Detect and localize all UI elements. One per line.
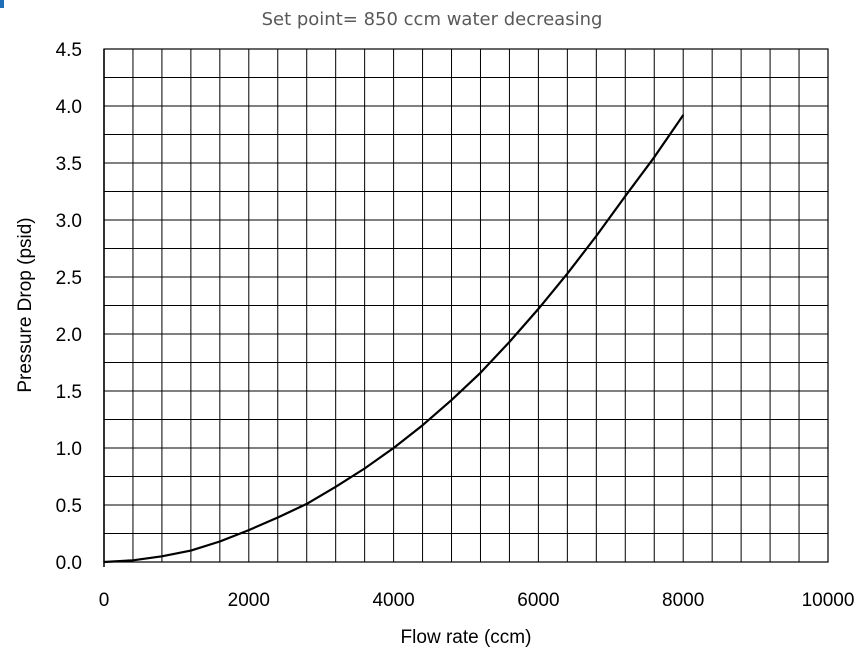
data-point — [132, 559, 134, 562]
x-axis-title: Flow rate (ccm) — [401, 627, 532, 648]
y-tick-label: 3.5 — [56, 154, 82, 175]
data-point — [450, 399, 453, 401]
y-tick-label: 1.0 — [56, 439, 82, 460]
data-point — [682, 114, 684, 116]
data-point — [479, 371, 482, 374]
data-point — [190, 549, 192, 552]
x-tick-label: 10000 — [802, 590, 855, 611]
data-point — [566, 272, 569, 275]
data-point — [305, 503, 308, 505]
chart-title: Set point= 850 ccm water decreasing — [261, 9, 603, 30]
data-point — [595, 235, 598, 237]
series-layer — [103, 114, 685, 564]
data-point — [624, 195, 627, 197]
y-tick-label: 0.5 — [56, 496, 82, 517]
data-point — [219, 540, 221, 543]
y-tick-label: 0.0 — [56, 553, 82, 574]
y-tick-label: 2.0 — [56, 325, 82, 346]
y-tick-label: 4.5 — [56, 40, 82, 61]
y-tick-label: 3.0 — [56, 211, 82, 232]
corner-accent-mark — [0, 0, 4, 8]
x-tick-label: 2000 — [228, 590, 270, 611]
y-tick-labels: 0.0 0.5 1.0 1.5 2.0 2.5 3.0 3.5 4.0 4.5 — [56, 40, 82, 574]
data-point — [653, 156, 656, 159]
y-tick-label: 4.0 — [56, 97, 82, 118]
x-tick-label: 8000 — [662, 590, 704, 611]
data-point — [363, 467, 366, 470]
x-tick-labels: 0 2000 4000 6000 8000 10000 — [99, 590, 855, 611]
data-point — [334, 485, 337, 488]
data-point — [103, 561, 105, 563]
x-tick-label: 0 — [99, 590, 110, 611]
data-point — [392, 447, 395, 449]
y-tick-label: 1.5 — [56, 382, 82, 403]
x-tick-label: 6000 — [517, 590, 559, 611]
data-point — [421, 424, 424, 427]
grid-layer — [103, 48, 829, 567]
data-point — [276, 516, 279, 519]
data-point — [508, 341, 511, 343]
data-point — [248, 529, 250, 531]
x-tick-label: 4000 — [372, 590, 414, 611]
y-tick-label: 2.5 — [56, 268, 82, 289]
y-axis-title: Pressure Drop (psid) — [15, 217, 36, 392]
data-point — [537, 308, 540, 310]
data-point — [161, 555, 163, 558]
